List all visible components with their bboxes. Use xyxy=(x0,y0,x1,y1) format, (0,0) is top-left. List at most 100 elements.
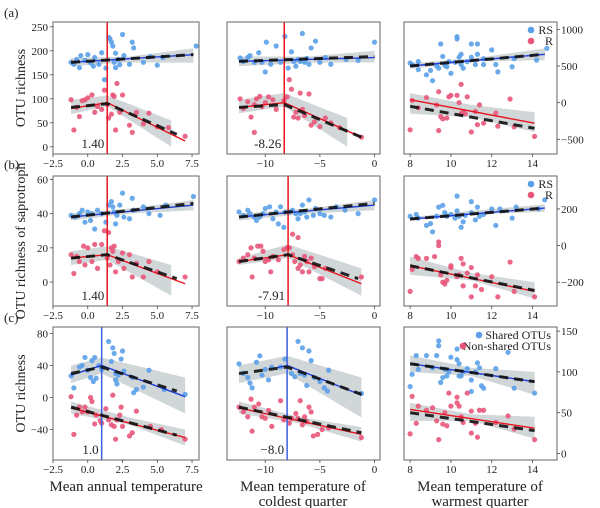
data-point-blue xyxy=(509,215,515,221)
data-point-red xyxy=(474,272,481,278)
data-point-blue xyxy=(468,54,474,60)
legend-marker xyxy=(527,191,535,199)
data-point-red xyxy=(121,265,127,271)
data-point-blue xyxy=(293,63,299,69)
breakpoint-label: −8.0 xyxy=(261,442,285,457)
data-point-blue xyxy=(112,65,119,71)
x-tick-label: 10 xyxy=(445,158,457,170)
data-point-red xyxy=(480,407,487,413)
data-point-red xyxy=(476,102,483,108)
data-point-red xyxy=(507,96,513,102)
data-point-red xyxy=(165,125,172,131)
x-tick-label: 12 xyxy=(486,310,497,322)
data-point-blue xyxy=(423,72,430,78)
x-tick-label: −2.5 xyxy=(43,158,63,170)
data-point-red xyxy=(297,90,303,96)
x-tick-label: 0.0 xyxy=(81,158,95,170)
data-point-red xyxy=(436,437,442,443)
data-point-red xyxy=(265,94,272,100)
data-point-red xyxy=(182,133,188,139)
data-point-blue xyxy=(454,346,460,352)
y-tick-label: 80 xyxy=(37,328,49,340)
y-tick-label: −40 xyxy=(31,425,49,437)
data-point-red xyxy=(454,92,460,98)
y-axis-label: OTU richness of saprotroph xyxy=(14,163,29,320)
data-point-red xyxy=(448,264,454,271)
data-point-red xyxy=(108,111,114,117)
x-tick-label: −5 xyxy=(314,158,326,170)
data-point-red xyxy=(358,434,365,441)
data-point-red xyxy=(284,94,290,100)
data-point-blue xyxy=(257,353,263,359)
data-point-blue xyxy=(304,382,310,389)
data-point-red xyxy=(111,423,117,429)
data-point-red xyxy=(310,433,316,439)
data-point-red xyxy=(474,122,481,128)
dashed-fit-line xyxy=(70,102,178,136)
y-tick-label: 0 xyxy=(43,142,49,154)
data-point-blue xyxy=(474,41,481,47)
x-tick-label: 8 xyxy=(407,310,413,322)
y-tick-label: 0 xyxy=(43,393,49,405)
data-point-blue xyxy=(190,193,197,200)
data-point-blue xyxy=(82,354,88,361)
data-point-red xyxy=(495,294,501,300)
legend-label: RS xyxy=(538,23,553,37)
data-point-blue xyxy=(468,377,474,383)
data-point-blue xyxy=(460,219,466,225)
data-point-blue xyxy=(306,61,312,67)
data-point-red xyxy=(140,274,146,280)
data-point-red xyxy=(133,408,140,414)
data-point-blue xyxy=(114,212,120,218)
row-label-b: (b) xyxy=(4,157,19,172)
data-point-red xyxy=(99,241,105,248)
data-point-blue xyxy=(299,345,306,351)
data-point-red xyxy=(269,423,275,429)
data-point-blue xyxy=(306,197,312,203)
data-point-blue xyxy=(111,59,117,65)
data-point-blue xyxy=(121,53,127,59)
x-tick-label: 2.5 xyxy=(116,464,130,476)
data-point-blue xyxy=(480,61,487,68)
legend-label: Shared OTUs xyxy=(485,328,551,342)
data-point-blue xyxy=(544,45,550,52)
data-point-blue xyxy=(71,385,77,391)
dashed-fit-line xyxy=(70,253,178,281)
data-point-red xyxy=(301,113,308,119)
x-tick-label: 0.0 xyxy=(81,464,95,476)
data-point-red xyxy=(295,234,301,241)
data-point-red xyxy=(301,253,308,259)
data-point-red xyxy=(319,276,325,282)
data-point-red xyxy=(92,421,98,427)
data-point-red xyxy=(277,398,284,404)
data-point-blue xyxy=(415,366,421,373)
data-point-blue xyxy=(236,209,242,215)
data-point-blue xyxy=(270,216,276,222)
panel-a2: −10 −5 0 -8.26 xyxy=(226,21,381,170)
data-point-blue xyxy=(472,217,478,223)
data-point-red xyxy=(112,436,119,442)
data-point-blue xyxy=(452,215,458,221)
data-point-blue xyxy=(299,30,306,37)
y-tick-label: 0 xyxy=(561,448,567,460)
data-point-blue xyxy=(429,78,436,84)
axes-frame xyxy=(226,21,381,155)
x-tick-label: 14 xyxy=(527,464,539,476)
data-point-red xyxy=(454,394,460,400)
data-point-blue xyxy=(407,383,413,390)
axes-frame xyxy=(52,175,200,307)
data-point-blue xyxy=(112,221,119,227)
data-point-red xyxy=(306,404,312,410)
x-tick-label: 7.5 xyxy=(185,158,199,170)
x-tick-label: 0.0 xyxy=(81,310,95,322)
data-point-red xyxy=(531,294,538,300)
data-point-blue xyxy=(288,370,295,377)
plot-area xyxy=(68,22,199,154)
data-point-blue xyxy=(448,70,454,76)
legend-marker xyxy=(475,331,483,339)
data-point-blue xyxy=(342,207,348,213)
data-point-red xyxy=(308,409,314,415)
data-point-red xyxy=(286,420,292,426)
data-point-red xyxy=(68,252,74,258)
data-point-blue xyxy=(423,352,430,359)
